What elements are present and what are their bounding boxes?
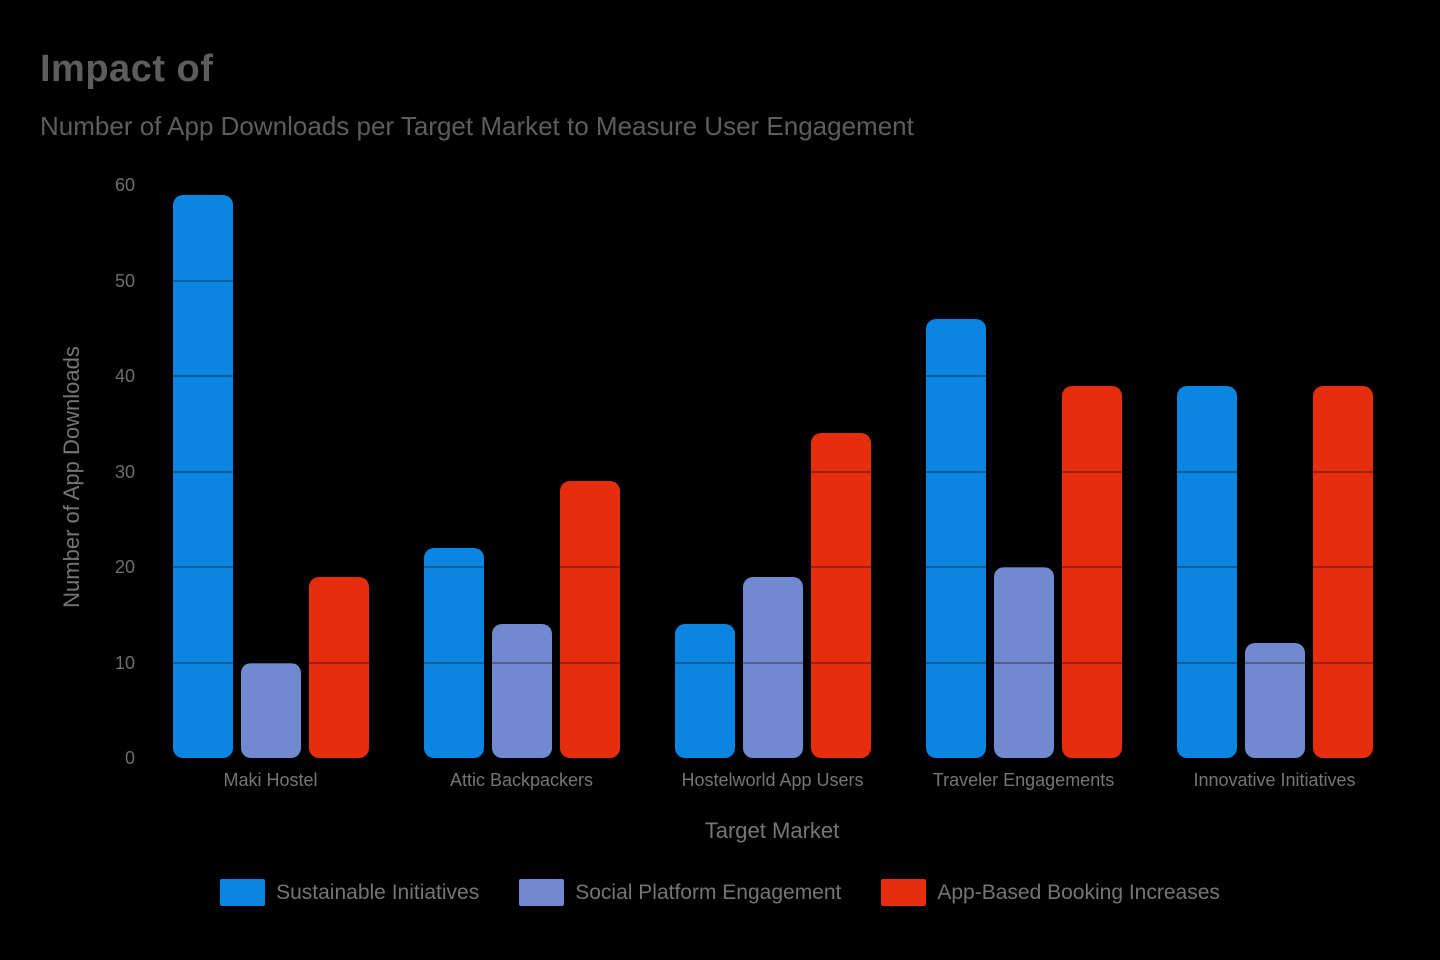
bar[interactable] (810, 433, 871, 758)
chart-subtitle: Number of App Downloads per Target Marke… (40, 111, 914, 141)
y-tick-label: 60 (114, 175, 135, 195)
bar[interactable] (559, 481, 620, 758)
legend-label: App-Based Booking Increases (937, 880, 1220, 904)
y-tick-label: 40 (114, 366, 135, 386)
gridline (150, 470, 1395, 473)
x-tick-label: Maki Hostel (223, 770, 318, 790)
bar[interactable] (308, 576, 369, 758)
x-axis-title: Target Market (704, 818, 840, 843)
gridline (150, 279, 1395, 282)
bar[interactable] (1312, 385, 1373, 758)
bar[interactable] (240, 662, 301, 758)
gridline (150, 375, 1395, 377)
legend-item[interactable]: Social Platform Engagement (519, 879, 841, 906)
legend-item[interactable]: Sustainable Initiatives (220, 879, 479, 906)
y-tick-label: 0 (124, 748, 135, 768)
legend: Sustainable Initiatives Social Platform E… (0, 879, 1440, 906)
y-tick-label: 10 (114, 652, 135, 673)
y-tick-label: 50 (114, 270, 135, 291)
legend-swatch (881, 879, 927, 906)
bar[interactable] (1176, 385, 1237, 758)
bar[interactable] (1244, 643, 1305, 758)
chart-title: Impact of (40, 48, 214, 90)
bar[interactable] (993, 567, 1054, 758)
bar[interactable] (925, 318, 986, 758)
legend-swatch (220, 879, 266, 906)
bar[interactable] (491, 624, 552, 758)
bar[interactable] (172, 194, 233, 758)
bar[interactable] (742, 576, 803, 758)
x-tick-label: Innovative Initiatives (1193, 770, 1356, 790)
gridline (150, 661, 1395, 664)
y-tick-label: 30 (114, 461, 135, 482)
gridline (150, 184, 1395, 186)
gridline (150, 566, 1395, 568)
legend-label: Sustainable Initiatives (276, 880, 480, 904)
x-tick-label: Hostelworld App Users (681, 770, 864, 790)
y-tick-label: 20 (114, 557, 135, 577)
bar[interactable] (674, 624, 735, 758)
legend-label: Social Platform Engagement (575, 880, 842, 904)
bar[interactable] (1061, 385, 1122, 758)
bar[interactable] (423, 547, 484, 758)
legend-swatch (519, 879, 565, 906)
legend-item[interactable]: App-Based Booking Increases (881, 879, 1220, 906)
x-tick-label: Traveler Engagements (932, 770, 1115, 790)
x-tick-label: Attic Backpackers (449, 770, 594, 790)
